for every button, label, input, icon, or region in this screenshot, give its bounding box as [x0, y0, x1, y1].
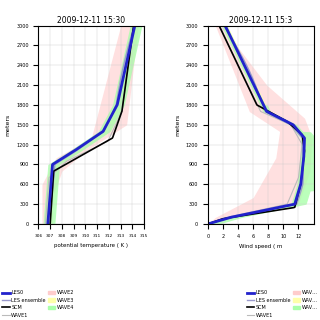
Y-axis label: meters: meters	[175, 114, 180, 136]
Legend: LES0, LES ensemble, SCM, WAVE1, WAV…, WAV…, WAV…: LES0, LES ensemble, SCM, WAVE1, WAV…, WA…	[247, 290, 317, 317]
Legend: LES0, LES ensemble, SCM, WAVE1, WAVE2, WAVE3, WAVE4: LES0, LES ensemble, SCM, WAVE1, WAVE2, W…	[3, 290, 74, 317]
Title: 2009-12-11 15:30: 2009-12-11 15:30	[57, 16, 125, 25]
X-axis label: Wind speed ( m: Wind speed ( m	[239, 244, 282, 249]
Y-axis label: meters: meters	[6, 114, 11, 136]
X-axis label: potential temperature ( K ): potential temperature ( K )	[54, 243, 128, 248]
Title: 2009-12-11 15:3: 2009-12-11 15:3	[229, 16, 292, 25]
